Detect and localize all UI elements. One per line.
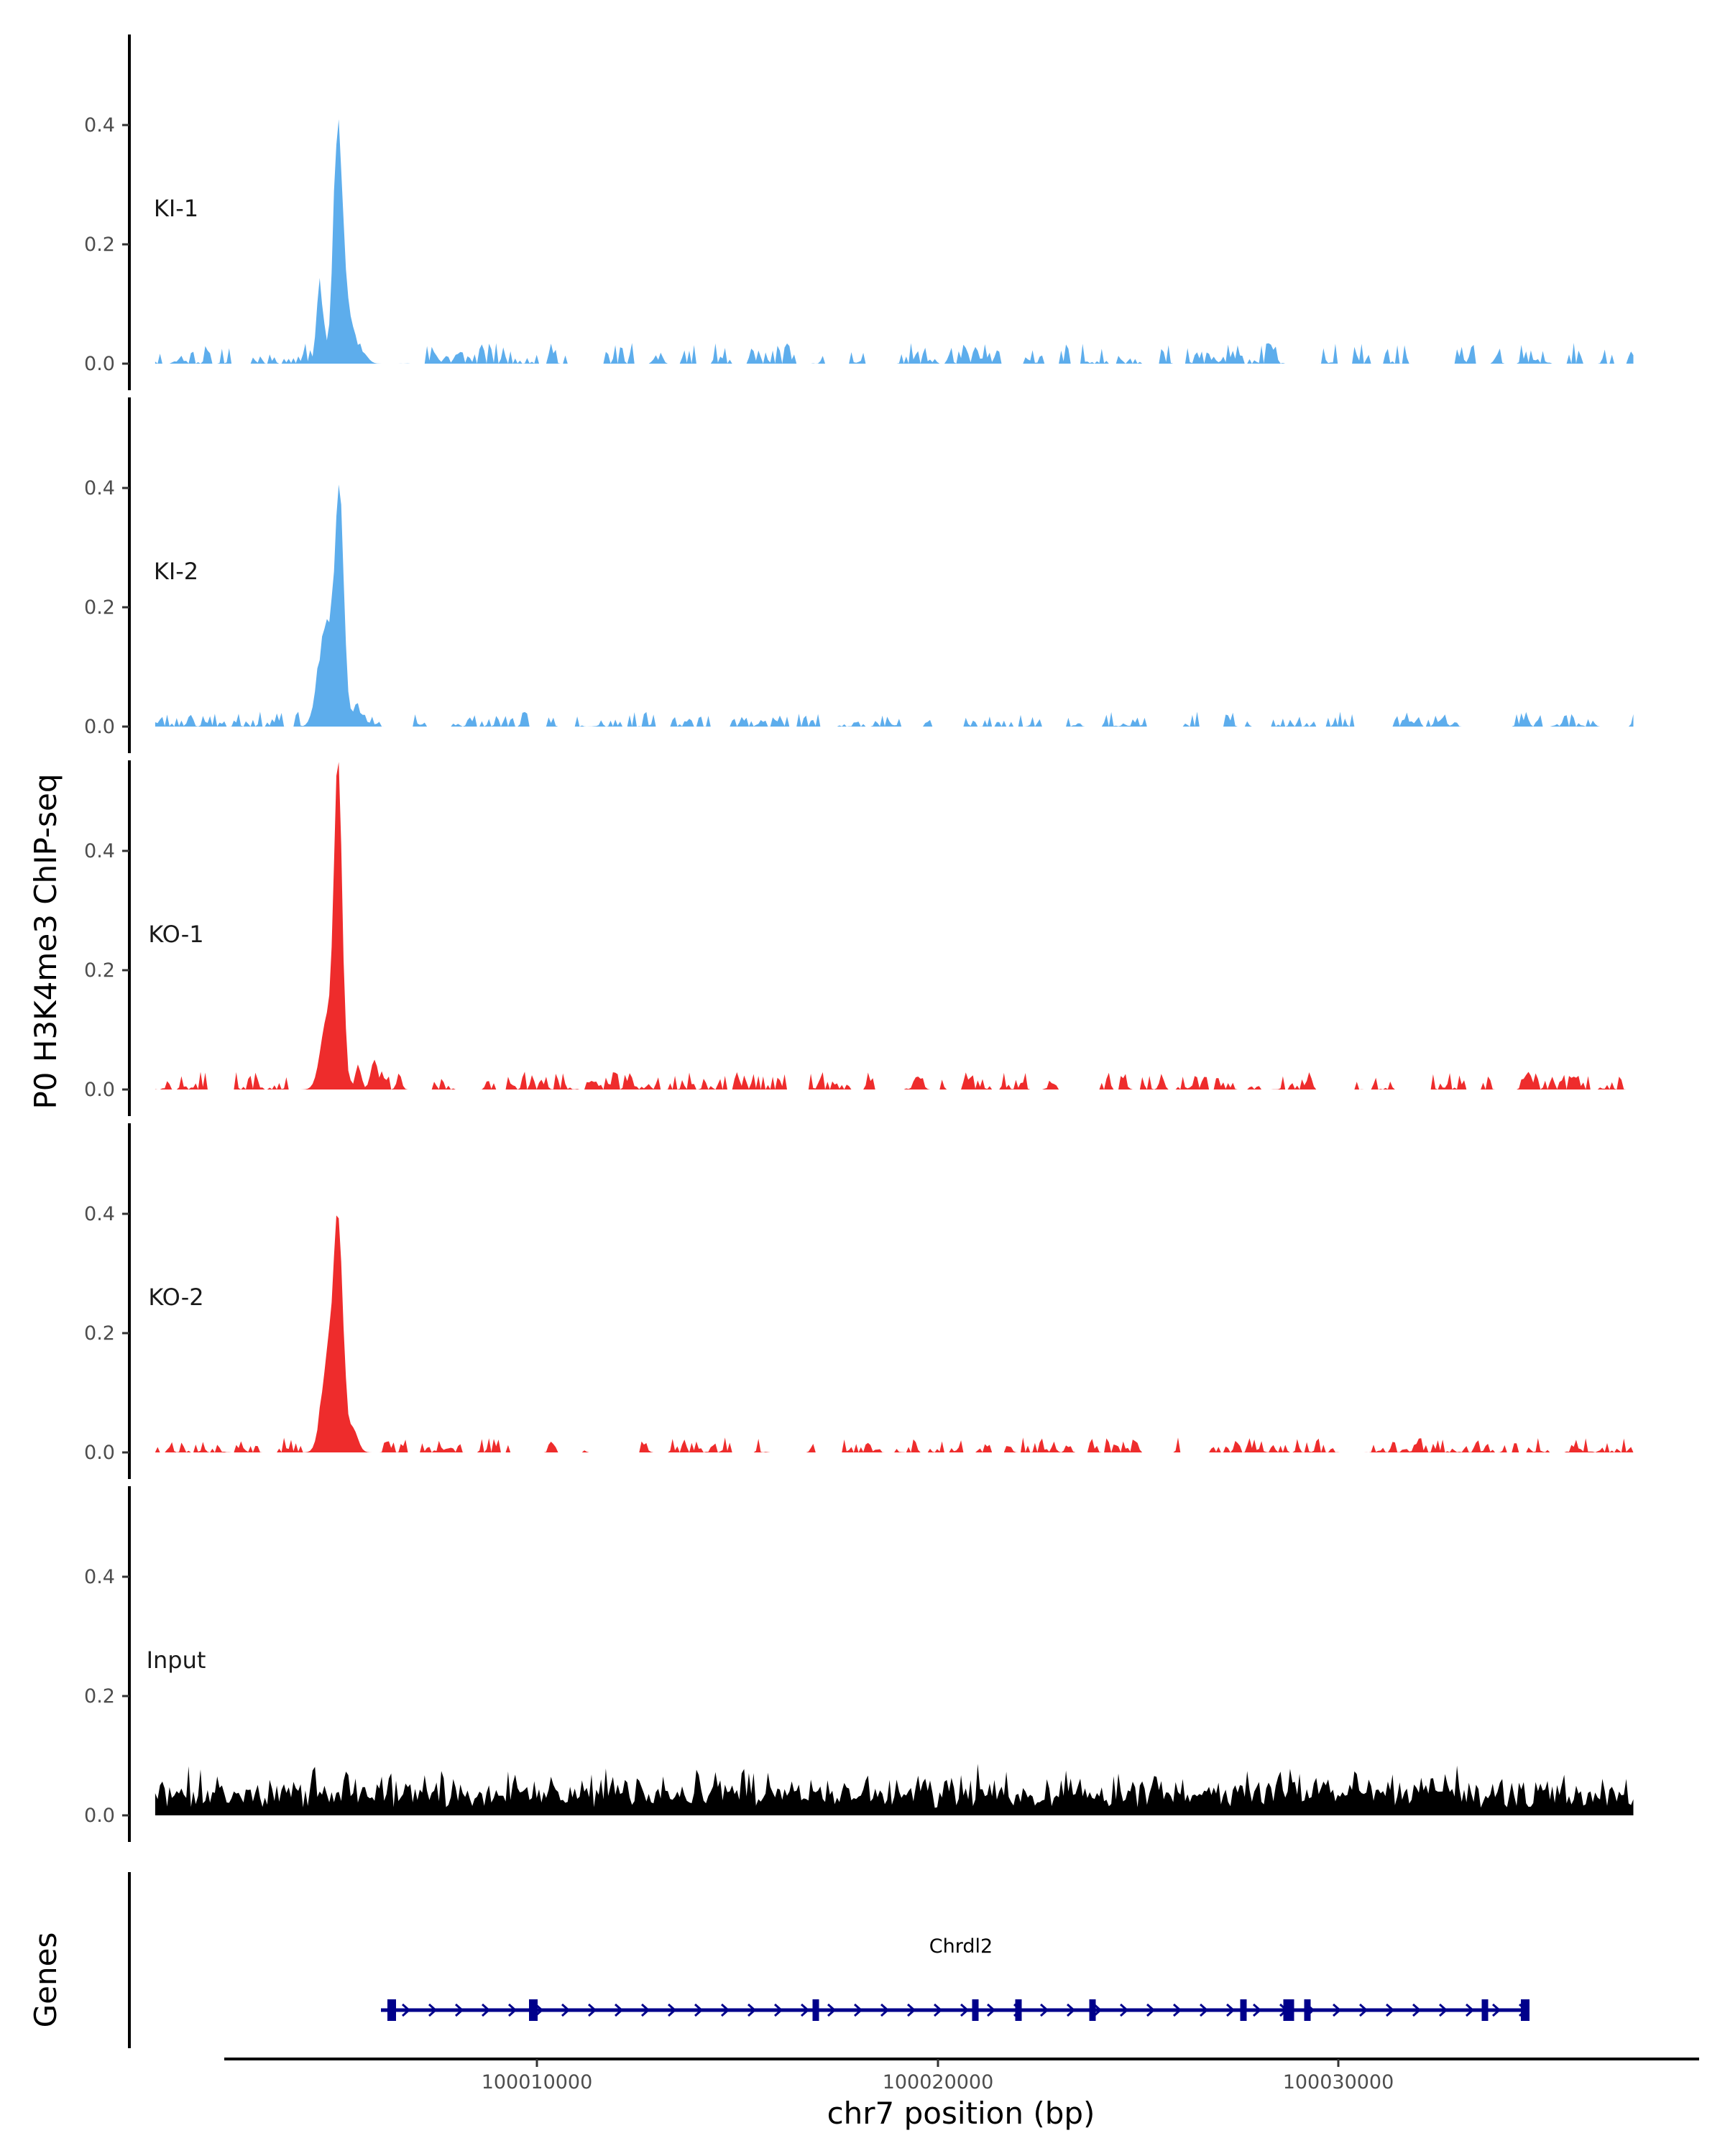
y-tick-label: 0.2 <box>84 234 115 256</box>
strand-arrow <box>1093 2003 1103 2017</box>
strand-arrow <box>960 2003 970 2017</box>
track-label: KI-2 <box>154 558 198 585</box>
exon <box>972 1999 979 2021</box>
gene-label: Chrdl2 <box>929 1935 993 1958</box>
x-tick-label: 100020000 <box>883 2071 994 2093</box>
strand-arrow <box>508 2003 518 2017</box>
strand-arrow <box>801 2003 810 2017</box>
strand-arrow <box>1359 2003 1368 2017</box>
exon <box>1015 1999 1022 2021</box>
y-tick-label: 0.2 <box>84 1685 115 1708</box>
track-ko-2: 0.0 0.2 0.4 KO-2 <box>84 1123 1634 1479</box>
exon <box>1521 1999 1530 2021</box>
strand-arrow <box>1173 2003 1182 2017</box>
exon <box>1283 1999 1290 2021</box>
strand-arrow <box>588 2003 597 2017</box>
strand-arrow <box>1333 2003 1342 2017</box>
strand-arrow <box>1386 2003 1395 2017</box>
strand-arrow <box>561 2003 571 2017</box>
strand-arrow <box>721 2003 730 2017</box>
strand-arrow <box>641 2003 650 2017</box>
signal-area <box>155 762 1634 1089</box>
signal-area <box>155 1764 1634 1815</box>
track-label: KO-2 <box>148 1284 203 1311</box>
strand-arrow <box>987 2003 996 2017</box>
genes-layer: Chrdl2 <box>128 1872 1530 2048</box>
strand-arrow <box>880 2003 890 2017</box>
y-tick-label: 0.4 <box>84 840 115 862</box>
gene-chrdl2: Chrdl2 <box>381 1935 1530 2021</box>
y-tick-label: 0.0 <box>84 1079 115 1101</box>
strand-arrow <box>748 2003 757 2017</box>
signal-area <box>155 119 1634 364</box>
y-tick-label: 0.2 <box>84 959 115 982</box>
y-tick-label: 0.0 <box>84 353 115 375</box>
strand-arrow <box>907 2003 916 2017</box>
exon <box>812 1999 819 2021</box>
strand-arrow <box>1439 2003 1448 2017</box>
exon <box>529 1999 538 2021</box>
y-tick-label: 0.0 <box>84 716 115 738</box>
strand-arrow <box>854 2003 863 2017</box>
exon <box>387 1999 396 2021</box>
signal-area <box>155 1215 1634 1452</box>
strand-arrow <box>615 2003 624 2017</box>
exon <box>1481 1999 1489 2021</box>
y-axis-title: P0 H3K4me3 ChIP-seq <box>28 773 63 1109</box>
y-tick-label: 0.0 <box>84 1442 115 1464</box>
strand-arrow <box>1200 2003 1209 2017</box>
track-input: 0.0 0.2 0.4 Input <box>84 1486 1634 1842</box>
strand-arrow <box>774 2003 783 2017</box>
strand-arrow <box>1146 2003 1156 2017</box>
strand-arrow <box>668 2003 677 2017</box>
y-tick-label: 0.4 <box>84 1203 115 1225</box>
genes-axis-title: Genes <box>28 1932 63 2028</box>
strand-arrow <box>1067 2003 1076 2017</box>
strand-arrow <box>482 2003 491 2017</box>
strand-arrow <box>827 2003 837 2017</box>
track-ki-1: 0.0 0.2 0.4 KI-1 <box>84 34 1634 390</box>
signal-area <box>155 484 1634 727</box>
strand-arrow <box>1040 2003 1049 2017</box>
track-label: KI-1 <box>154 195 198 222</box>
strand-arrow <box>1412 2003 1422 2017</box>
y-tick-label: 0.4 <box>84 1566 115 1588</box>
exon <box>1304 1999 1311 2021</box>
track-ki-2: 0.0 0.2 0.4 KI-2 <box>84 397 1634 753</box>
y-tick-label: 0.2 <box>84 596 115 619</box>
strand-arrow <box>402 2003 411 2017</box>
strand-arrow <box>428 2003 438 2017</box>
strand-arrow <box>1120 2003 1129 2017</box>
exon <box>1240 1999 1247 2021</box>
y-tick-label: 0.0 <box>84 1805 115 1827</box>
y-tick-label: 0.2 <box>84 1322 115 1345</box>
tracks-layer: 0.00.20.4KI-10.00.20.4KI-20.00.20.4KO-10… <box>84 34 1634 1842</box>
strand-arrow <box>694 2003 704 2017</box>
x-tick-label: 100010000 <box>482 2071 593 2093</box>
track-label: Input <box>147 1646 206 1674</box>
exon <box>1089 1999 1096 2021</box>
x-axis: 100010000 100020000 100030000 <box>224 2058 1699 2093</box>
strand-arrow <box>934 2003 943 2017</box>
track-ko-1: 0.0 0.2 0.4 KO-1 <box>84 760 1634 1116</box>
x-axis-title: chr7 position (bp) <box>827 2096 1095 2131</box>
x-tick-label: 100030000 <box>1283 2071 1394 2093</box>
strand-arrow <box>1466 2003 1475 2017</box>
y-tick-label: 0.4 <box>84 477 115 499</box>
strand-arrow <box>455 2003 464 2017</box>
strand-arrow <box>1253 2003 1262 2017</box>
exon <box>1287 1999 1294 2021</box>
y-tick-label: 0.4 <box>84 114 115 137</box>
strand-arrow <box>1226 2003 1236 2017</box>
strand-arrow <box>1492 2003 1501 2017</box>
track-label: KO-1 <box>148 921 203 948</box>
